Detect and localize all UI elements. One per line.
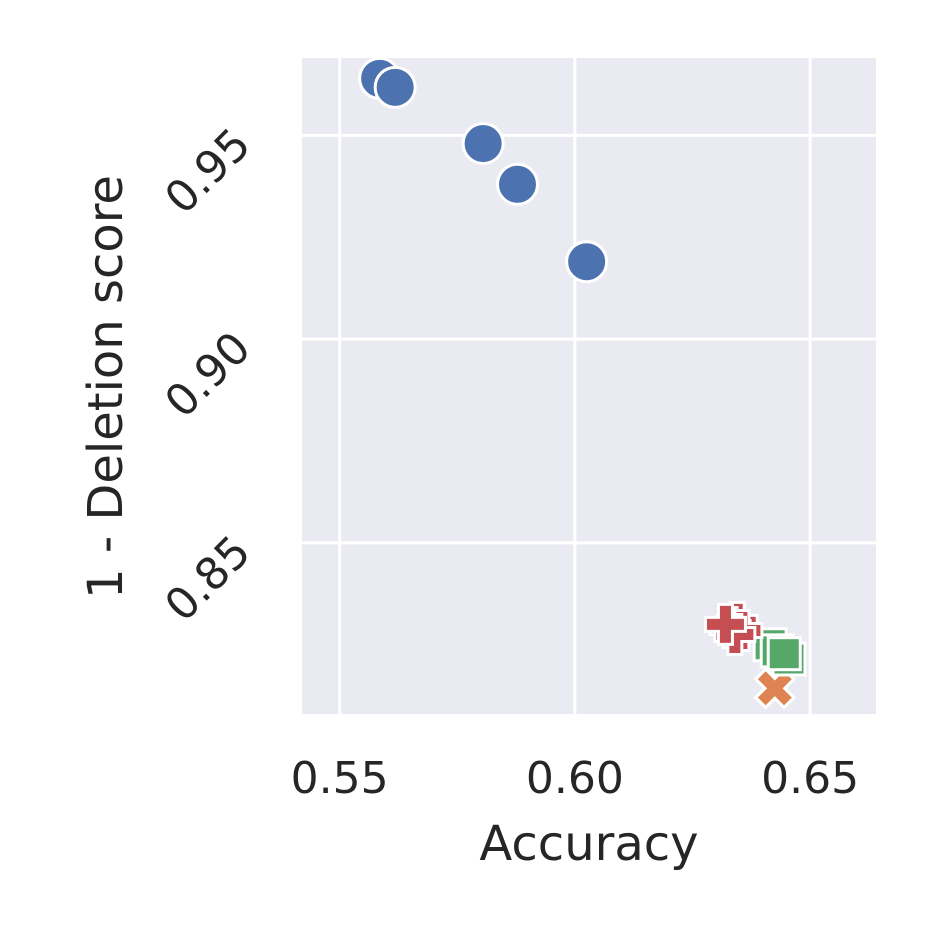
x-tick-label: 0.55	[291, 753, 389, 804]
x-tick-label: 0.60	[526, 753, 624, 804]
y-tick-label: 0.90	[155, 322, 260, 427]
data-point-square	[766, 636, 802, 672]
data-point-circle	[495, 162, 539, 206]
plot-area	[302, 58, 876, 714]
y-tick-label: 0.95	[155, 119, 260, 224]
data-point-plus	[703, 602, 747, 646]
data-point-circle	[373, 65, 417, 109]
data-point-circle	[565, 240, 609, 284]
y-axis-label: 1 - Deletion score	[78, 175, 134, 599]
data-point-circle	[461, 122, 505, 166]
y-tick-label: 0.85	[155, 526, 260, 631]
data-point-x	[753, 667, 797, 710]
x-tick-label: 0.65	[761, 753, 859, 804]
tick-labels: 0.55 0.60 0.65 0.85 0.90 0.95	[155, 119, 859, 804]
grid-lines	[302, 58, 876, 714]
data-points	[358, 56, 807, 710]
x-axis-label: Accuracy	[479, 816, 698, 872]
